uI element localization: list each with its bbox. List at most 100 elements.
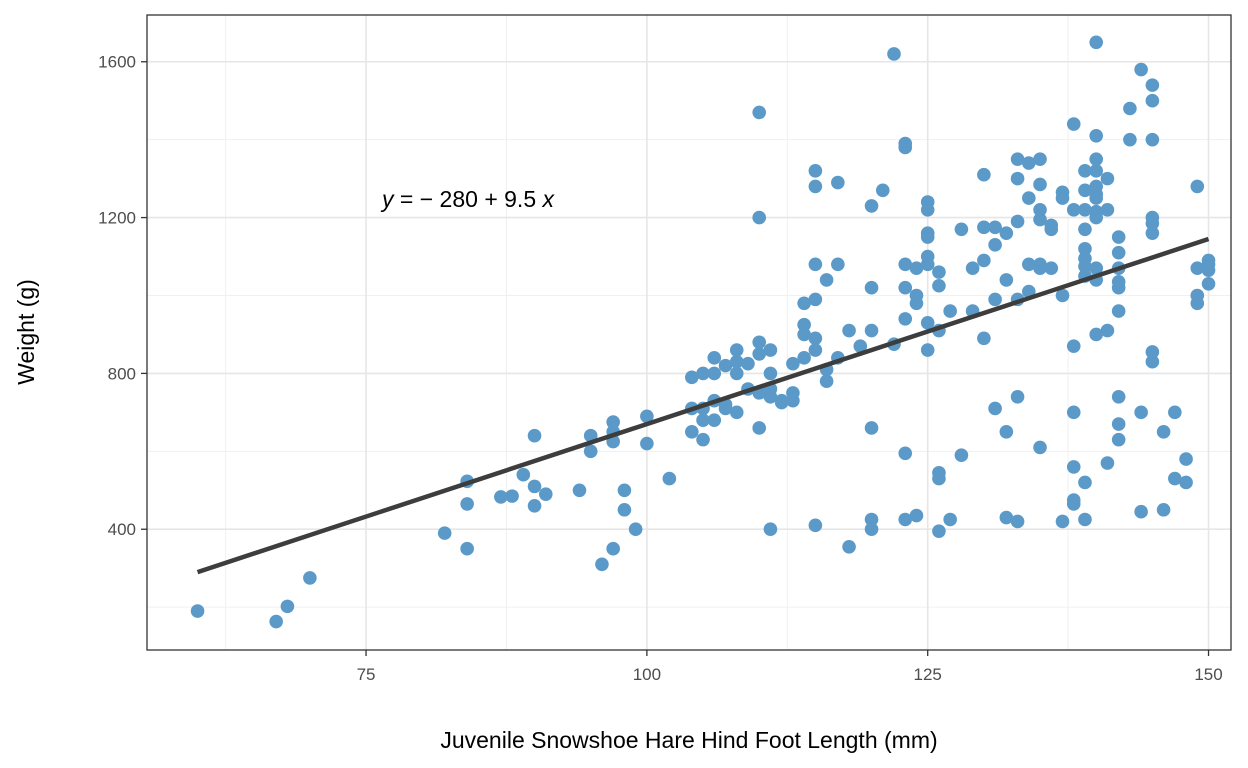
data-point	[898, 446, 913, 461]
data-point	[1066, 460, 1081, 474]
data-point	[920, 315, 935, 330]
data-point	[595, 557, 609, 572]
data-point	[1089, 179, 1104, 194]
data-point	[977, 331, 991, 346]
data-point	[954, 222, 969, 237]
data-point	[920, 226, 935, 240]
data-point	[808, 292, 823, 307]
data-point	[1134, 504, 1148, 519]
data-point	[786, 386, 800, 400]
data-point	[864, 280, 879, 295]
y-tick-label: 800	[108, 364, 136, 383]
data-point	[1010, 389, 1025, 404]
data-point	[303, 571, 317, 585]
data-point	[696, 366, 710, 381]
data-point	[1134, 62, 1148, 77]
data-point	[1190, 261, 1205, 276]
data-point	[954, 448, 969, 463]
data-point	[864, 323, 879, 338]
data-point	[1089, 327, 1104, 342]
data-point	[977, 253, 991, 268]
data-point	[999, 226, 1014, 240]
data-point	[988, 401, 1002, 416]
data-point	[685, 425, 699, 439]
data-point	[752, 347, 767, 361]
data-point	[763, 343, 778, 357]
data-point	[494, 490, 508, 504]
data-point	[932, 524, 946, 538]
plot-background	[147, 15, 1231, 650]
data-point	[977, 167, 991, 182]
data-point	[1066, 339, 1081, 353]
data-point	[1190, 179, 1205, 194]
data-point	[1100, 323, 1115, 338]
data-point	[797, 351, 811, 365]
data-point	[1111, 304, 1126, 318]
data-point	[1111, 275, 1126, 289]
data-point	[1033, 152, 1047, 166]
y-axis-ticks: 400 800 1200 1600	[98, 53, 147, 539]
data-point	[1033, 202, 1047, 217]
data-point	[1100, 202, 1115, 217]
data-point	[269, 614, 283, 629]
data-point	[1033, 177, 1047, 192]
data-point	[977, 220, 991, 235]
data-point	[1156, 502, 1171, 517]
data-point	[617, 483, 632, 498]
data-point	[763, 522, 778, 537]
data-point	[808, 257, 823, 272]
x-axis-ticks: 75 100 125 150	[357, 650, 1223, 684]
data-point	[505, 489, 519, 503]
data-point	[1010, 514, 1025, 529]
data-point	[932, 265, 946, 279]
data-point	[1168, 405, 1182, 420]
data-point	[797, 327, 811, 342]
data-point	[797, 317, 811, 332]
data-point	[707, 413, 722, 427]
data-point	[1089, 261, 1104, 276]
data-point	[1201, 277, 1216, 291]
data-point	[1111, 432, 1126, 447]
data-point	[1078, 222, 1092, 237]
data-point	[932, 465, 946, 480]
data-point	[1179, 475, 1193, 490]
data-point	[1145, 210, 1160, 225]
data-point	[864, 199, 879, 213]
data-point	[1066, 493, 1081, 507]
data-point	[842, 539, 856, 554]
x-tick-label: 125	[914, 665, 942, 684]
data-point	[707, 351, 722, 365]
x-tick-label: 75	[357, 665, 376, 684]
data-point	[1111, 230, 1126, 244]
data-point	[752, 210, 767, 225]
data-point	[1010, 214, 1025, 229]
data-point	[752, 421, 767, 435]
data-point	[999, 273, 1014, 287]
data-point	[640, 436, 654, 451]
data-point	[999, 510, 1014, 525]
data-point	[842, 323, 856, 338]
data-point	[920, 195, 935, 209]
data-point	[898, 257, 913, 272]
data-point	[943, 512, 957, 527]
data-point	[1145, 132, 1160, 147]
data-point	[1111, 389, 1126, 404]
data-point	[696, 413, 710, 427]
data-point	[988, 220, 1002, 235]
y-tick-label: 1200	[98, 209, 136, 228]
data-point	[1089, 164, 1104, 178]
data-point	[718, 358, 733, 373]
data-point	[1022, 156, 1036, 170]
data-point	[831, 175, 845, 190]
regression-line	[196, 236, 1210, 575]
plot-border	[146, 14, 1232, 651]
data-point	[1044, 218, 1059, 233]
data-point	[741, 356, 755, 371]
data-point	[1145, 226, 1160, 240]
x-tick-label: 150	[1194, 665, 1222, 684]
data-point	[538, 487, 553, 501]
data-point	[1123, 101, 1137, 116]
data-point	[988, 292, 1002, 307]
data-point	[1022, 257, 1036, 272]
data-point	[898, 280, 913, 295]
